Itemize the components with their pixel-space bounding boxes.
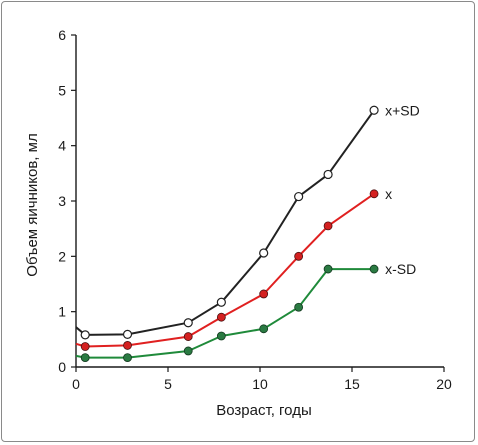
series-line — [75, 268, 375, 359]
data-point — [80, 353, 90, 362]
data-point — [259, 324, 269, 334]
data-point — [294, 191, 304, 202]
data-point — [369, 105, 379, 115]
data-point — [259, 248, 269, 258]
data-point — [216, 331, 226, 341]
ticks: 0 5 10 15 20 0 1 2 3 4 5 6 — [58, 27, 452, 392]
data-point — [369, 264, 379, 274]
series-x+SD: x+SD — [75, 102, 420, 340]
y-tick-label: 3 — [58, 193, 66, 209]
x-axis-title: Возраст, годы — [216, 402, 311, 419]
series-x-SD: x-SD — [75, 261, 416, 362]
data-point — [294, 251, 304, 261]
data-point — [216, 312, 226, 322]
x-tick-label: 5 — [164, 376, 172, 392]
series-label: x+SD — [385, 102, 420, 118]
data-point — [323, 169, 333, 180]
x-tick-label: 10 — [252, 376, 268, 392]
series-label: x-SD — [385, 261, 416, 277]
series-layer: x+SD x x-SD — [75, 102, 420, 362]
data-point — [122, 329, 133, 339]
data-point — [123, 353, 132, 362]
y-axis-title: Объем яичников, мл — [24, 133, 41, 276]
data-point — [216, 297, 226, 307]
data-point — [183, 318, 193, 328]
y-tick-label: 5 — [58, 82, 66, 98]
data-point — [323, 264, 333, 274]
y-tick-label: 2 — [58, 248, 66, 264]
data-point — [323, 221, 333, 231]
data-point — [80, 330, 90, 340]
data-point — [259, 289, 269, 299]
data-point — [183, 346, 193, 356]
data-point — [123, 341, 132, 350]
y-tick-label: 0 — [58, 359, 66, 375]
data-point — [80, 342, 90, 351]
data-point — [183, 332, 193, 341]
x-tick-label: 20 — [436, 376, 452, 392]
y-tick-label: 6 — [58, 27, 66, 43]
data-point — [294, 302, 304, 312]
x-tick-label: 15 — [344, 376, 360, 392]
x-tick-label: 0 — [72, 376, 80, 392]
data-point — [369, 189, 379, 199]
series-label: x — [385, 186, 392, 202]
y-tick-label: 1 — [58, 304, 66, 320]
series-x: x — [75, 186, 392, 351]
y-tick-label: 4 — [58, 138, 66, 154]
